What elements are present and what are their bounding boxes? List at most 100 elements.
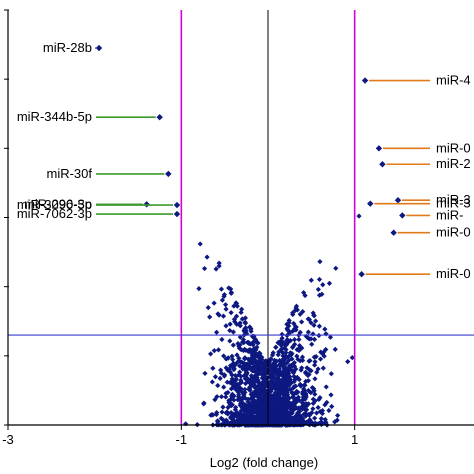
data-point [243, 361, 249, 367]
data-point [221, 373, 227, 379]
data-point [250, 355, 256, 362]
data-point [308, 277, 314, 283]
data-point [253, 388, 259, 394]
data-point [304, 365, 310, 371]
data-point [237, 334, 243, 340]
data-point [274, 367, 280, 373]
data-point [277, 357, 283, 364]
data-point [228, 310, 234, 316]
data-point [248, 373, 254, 379]
data-point [241, 346, 248, 352]
data-point [288, 415, 294, 421]
data-point [274, 418, 280, 424]
data-point [296, 347, 302, 354]
data-point [230, 360, 237, 366]
point-label: miR-0 [436, 140, 471, 155]
data-point [241, 328, 247, 335]
data-point [282, 363, 288, 369]
data-point [310, 421, 316, 427]
axes: -3 -1 1 [2, 9, 474, 447]
data-point [291, 373, 297, 380]
data-point [259, 403, 265, 409]
data-point [282, 399, 288, 406]
data-point [271, 413, 277, 419]
data-point [300, 357, 306, 363]
data-point [245, 405, 251, 411]
data-point [247, 387, 253, 394]
data-point [239, 316, 245, 322]
data-point [280, 396, 286, 402]
data-point [266, 421, 273, 427]
data-point [242, 355, 248, 362]
data-point [286, 395, 292, 401]
data-point [314, 369, 320, 375]
data-point [231, 397, 237, 403]
data-point [232, 319, 238, 325]
data-point [302, 388, 308, 394]
data-point [272, 394, 278, 400]
data-point [249, 352, 255, 358]
data-point [244, 409, 251, 416]
data-point [294, 353, 300, 359]
highlighted-point [390, 229, 397, 236]
data-point [276, 386, 282, 392]
data-point [258, 396, 264, 402]
highlighted-point [379, 161, 386, 168]
data-point [305, 316, 311, 322]
data-point [317, 356, 324, 362]
data-point [228, 386, 235, 392]
data-point [269, 364, 275, 370]
data-point [291, 337, 298, 343]
data-point [258, 359, 264, 365]
data-point [328, 371, 334, 377]
data-point [268, 403, 274, 409]
data-point [202, 370, 208, 376]
data-point [239, 399, 245, 405]
data-point [256, 358, 262, 364]
data-point [215, 347, 222, 353]
data-point [285, 340, 291, 346]
data-point [284, 360, 290, 366]
data-point [291, 359, 297, 366]
data-point [293, 383, 299, 389]
data-point [214, 418, 221, 424]
data-point [211, 347, 217, 354]
data-point [227, 321, 233, 327]
data-point [219, 297, 226, 303]
data-point [238, 373, 244, 379]
data-point [264, 397, 270, 403]
data-point [311, 322, 317, 328]
data-point [272, 364, 278, 371]
data-point [254, 361, 260, 367]
data-point [225, 404, 231, 411]
data-point [302, 401, 308, 407]
data-point [311, 336, 318, 342]
data-point [222, 302, 229, 308]
data-point [234, 321, 240, 327]
data-point [249, 367, 256, 374]
data-point [230, 342, 236, 348]
data-point [232, 372, 238, 379]
data-point [250, 383, 257, 389]
data-point [210, 365, 216, 371]
data-point [284, 337, 291, 343]
data-point [218, 286, 225, 292]
data-point [183, 421, 189, 427]
reference-lines [8, 10, 474, 425]
data-point [249, 401, 255, 407]
data-point [235, 397, 241, 403]
data-point [303, 413, 309, 419]
data-point [254, 372, 261, 378]
data-point [236, 363, 243, 369]
data-point [201, 400, 207, 406]
data-point [313, 410, 320, 416]
data-point [230, 329, 236, 335]
data-point [248, 391, 254, 397]
data-point [297, 311, 303, 317]
data-point [310, 331, 316, 337]
data-point [312, 376, 318, 382]
data-point [278, 384, 284, 390]
callout-labels: miR-28bmiR-344b-5pmiR-30fmiR-3090-5pmiR-… [17, 40, 471, 281]
data-point [232, 380, 238, 386]
